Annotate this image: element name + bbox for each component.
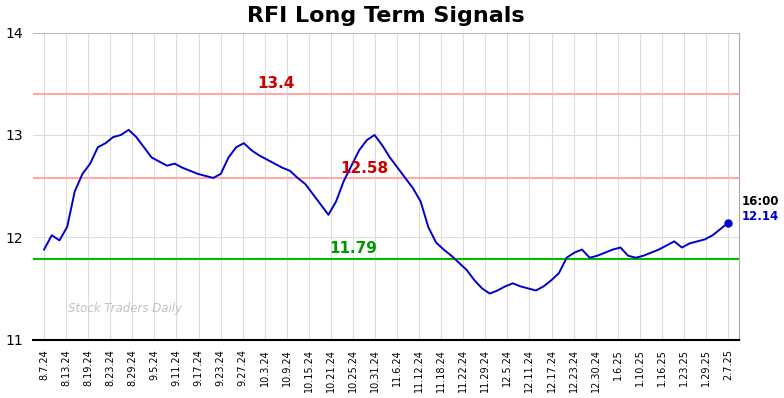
Text: 12.58: 12.58 <box>340 161 388 176</box>
Text: 16:00: 16:00 <box>741 195 779 207</box>
Text: 12.14: 12.14 <box>741 210 779 223</box>
Text: 13.4: 13.4 <box>257 76 295 91</box>
Text: 11.79: 11.79 <box>329 241 377 256</box>
Title: RFI Long Term Signals: RFI Long Term Signals <box>247 6 524 25</box>
Text: Stock Traders Daily: Stock Traders Daily <box>68 302 183 315</box>
